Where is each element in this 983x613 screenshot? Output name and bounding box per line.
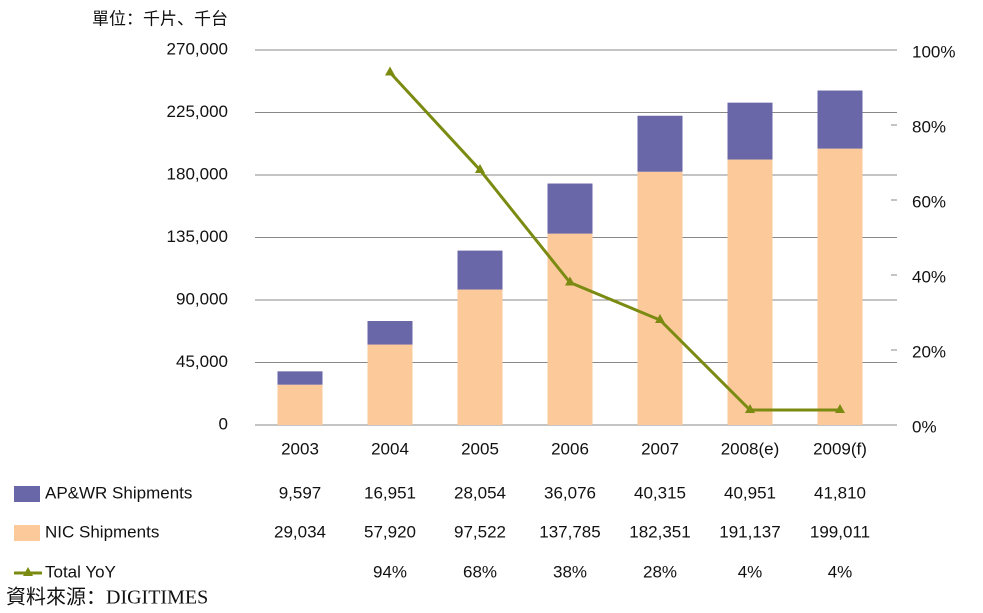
y-tick-label: 180,000 — [167, 164, 228, 183]
bar — [547, 183, 593, 234]
legend-swatch — [14, 525, 40, 541]
table-value: 57,920 — [364, 522, 416, 541]
table-value: 4% — [738, 562, 763, 581]
table-value: 28,054 — [454, 483, 506, 502]
x-tick-label: 2005 — [461, 439, 499, 458]
table-value: 94% — [373, 562, 407, 581]
table-value: 29,034 — [274, 522, 326, 541]
table-value: 38% — [553, 562, 587, 581]
yoy-marker — [835, 404, 845, 413]
yoy-marker — [565, 276, 575, 286]
bar — [457, 289, 503, 425]
table-value: 36,076 — [544, 483, 596, 502]
x-tick-label: 2004 — [371, 439, 409, 458]
table-value: 182,351 — [629, 522, 690, 541]
yoy-marker — [475, 164, 485, 173]
table-value: 40,951 — [724, 483, 776, 502]
table-value: 199,011 — [810, 522, 870, 541]
bar — [457, 250, 503, 290]
bar — [637, 115, 683, 172]
y2-tick-label: 40% — [912, 267, 946, 286]
legend-swatch — [14, 486, 40, 502]
bar — [277, 371, 323, 385]
bar — [277, 384, 323, 425]
legend-label: NIC Shipments — [45, 522, 159, 541]
y2-tick-label: 100% — [912, 42, 955, 61]
yoy-marker — [745, 404, 755, 413]
yoy-line — [388, 71, 840, 412]
x-tick-label: 2006 — [551, 439, 589, 458]
table-value: 41,810 — [814, 483, 866, 502]
bar — [817, 148, 863, 426]
bar — [637, 171, 683, 425]
legend-marker — [23, 567, 33, 576]
table-value: 97,522 — [454, 522, 506, 541]
x-tick-label: 2007 — [641, 439, 679, 458]
y-tick-label: 135,000 — [167, 227, 228, 246]
bar — [367, 321, 413, 345]
y2-tick-label: 0% — [912, 417, 937, 436]
table-value: 40,315 — [634, 483, 686, 502]
table-value: 4% — [828, 562, 853, 581]
source: 資料來源：DIGITIMES — [6, 586, 208, 609]
y2-tick-label: 80% — [912, 117, 946, 136]
legend-label: AP&WR Shipments — [45, 483, 192, 502]
x-tick-label: 2009(f) — [813, 439, 867, 458]
table-value: 68% — [463, 562, 497, 581]
y2-tick-label: 20% — [912, 342, 946, 361]
y2-tick-label: 60% — [912, 192, 946, 211]
x-tick-label: 2003 — [281, 439, 319, 458]
unit-label: 單位：千片、千台 — [92, 9, 228, 28]
table-value: 9,597 — [279, 483, 322, 502]
y-tick-label: 0 — [219, 414, 228, 433]
y-tick-label: 225,000 — [167, 102, 228, 121]
bar — [727, 102, 773, 160]
y-tick-label: 90,000 — [176, 289, 228, 308]
y-tick-label: 45,000 — [176, 352, 228, 371]
bar — [817, 90, 863, 149]
yoy-marker — [385, 66, 395, 76]
legend-label: Total YoY — [45, 562, 116, 581]
table-value: 28% — [643, 562, 677, 581]
table-value: 16,951 — [364, 483, 416, 502]
bar — [367, 344, 413, 425]
table-value: 191,137 — [719, 522, 780, 541]
y-tick-label: 270,000 — [167, 39, 228, 58]
table-value: 137,785 — [539, 522, 600, 541]
yoy-marker — [655, 314, 665, 323]
bar — [727, 159, 773, 425]
x-tick-label: 2008(e) — [721, 439, 780, 458]
